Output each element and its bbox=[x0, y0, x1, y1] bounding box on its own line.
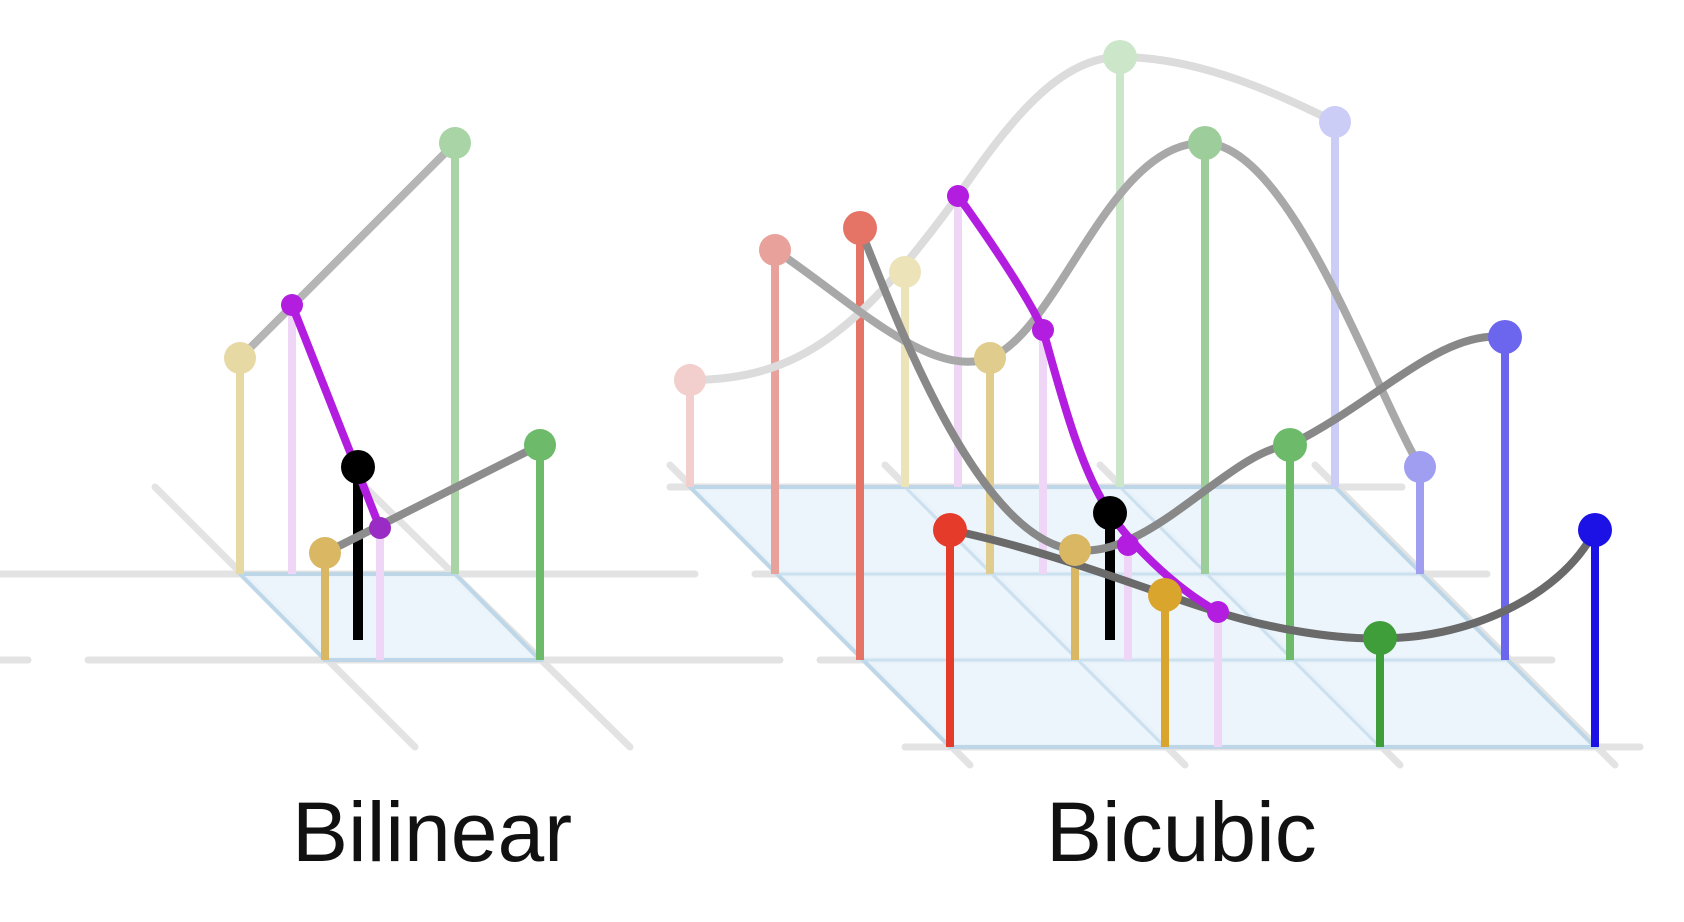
bilinear-points bbox=[224, 127, 556, 569]
bicubic-row-curve-front bbox=[946, 526, 1599, 643]
bicubic-stems-front bbox=[856, 228, 1599, 747]
bicubic-row-curves bbox=[686, 52, 1599, 643]
bilinear-panel bbox=[0, 127, 784, 751]
bilinear-stems bbox=[236, 143, 544, 660]
bicubic-panel bbox=[666, 40, 1644, 769]
bilinear-interp-lines bbox=[236, 139, 544, 557]
bicubic-result-curve bbox=[954, 192, 1222, 616]
bicubic-label: Bicubic bbox=[1046, 785, 1317, 879]
bilinear-label: Bilinear bbox=[292, 785, 573, 879]
bicubic-row-curve-3 bbox=[856, 224, 1509, 555]
bicubic-cell-area bbox=[685, 485, 1600, 749]
bicubic-points bbox=[674, 40, 1612, 655]
bilinear-cell bbox=[235, 572, 545, 662]
bicubic-row-curve-back bbox=[686, 52, 1339, 384]
